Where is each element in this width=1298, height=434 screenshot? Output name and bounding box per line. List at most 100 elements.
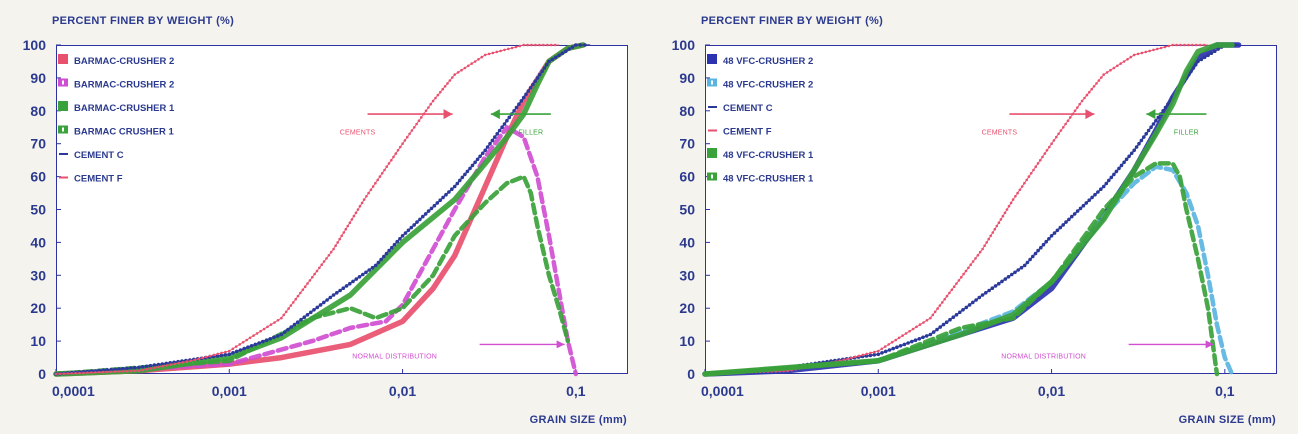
data-point bbox=[1152, 48, 1155, 52]
x-tick-label: 0,001 bbox=[861, 383, 896, 399]
data-point bbox=[521, 95, 526, 100]
data-point bbox=[995, 224, 999, 228]
data-point bbox=[1127, 154, 1131, 159]
data-point bbox=[873, 350, 876, 354]
data-point bbox=[1171, 43, 1174, 47]
data-point bbox=[367, 191, 370, 195]
data-point bbox=[336, 241, 340, 244]
data-point bbox=[943, 297, 946, 301]
data-point bbox=[208, 354, 212, 358]
data-point bbox=[1189, 69, 1193, 74]
data-point bbox=[463, 66, 467, 70]
data-point bbox=[526, 89, 531, 93]
data-point bbox=[495, 132, 500, 136]
data-point bbox=[850, 356, 853, 360]
data-point bbox=[910, 339, 914, 344]
data-point bbox=[872, 353, 877, 357]
data-point bbox=[1050, 142, 1053, 145]
data-point bbox=[1081, 203, 1086, 208]
data-point bbox=[1216, 47, 1220, 51]
data-point bbox=[490, 138, 495, 143]
data-point bbox=[348, 221, 352, 224]
data-point bbox=[985, 241, 988, 244]
annotation-label: FILLER bbox=[1174, 130, 1199, 137]
data-point bbox=[904, 332, 908, 335]
data-point bbox=[1116, 64, 1119, 68]
y-tick-label: 90 bbox=[679, 70, 695, 86]
data-point bbox=[322, 260, 326, 263]
data-point bbox=[933, 310, 937, 314]
y-tick-label: 50 bbox=[30, 202, 46, 218]
data-point bbox=[890, 340, 894, 344]
data-point bbox=[533, 79, 537, 83]
data-point bbox=[275, 334, 280, 338]
y-tick-label: 60 bbox=[30, 169, 46, 185]
data-point bbox=[917, 337, 922, 341]
data-point bbox=[1122, 60, 1126, 63]
data-point bbox=[497, 128, 502, 133]
data-point bbox=[78, 371, 81, 375]
data-point bbox=[309, 310, 313, 315]
data-point bbox=[215, 354, 220, 358]
data-point bbox=[1022, 263, 1027, 268]
data-point bbox=[500, 125, 504, 129]
data-point bbox=[574, 43, 578, 47]
data-point bbox=[153, 366, 156, 370]
data-point bbox=[503, 48, 506, 52]
data-point bbox=[1045, 149, 1049, 152]
data-point bbox=[1019, 265, 1024, 270]
data-point bbox=[173, 362, 177, 366]
data-point bbox=[1014, 195, 1017, 198]
data-point bbox=[1109, 175, 1114, 180]
data-point bbox=[90, 371, 93, 374]
data-point bbox=[332, 247, 335, 251]
data-point bbox=[444, 192, 448, 197]
data-point bbox=[1043, 152, 1047, 155]
data-point bbox=[409, 225, 414, 230]
y-tick-label: 100 bbox=[23, 37, 47, 53]
data-point bbox=[846, 357, 849, 361]
data-point bbox=[1161, 109, 1165, 113]
data-point bbox=[94, 371, 97, 374]
legend-label: BARMAC-CRUSHER 1 bbox=[74, 103, 175, 114]
data-point bbox=[1010, 272, 1014, 277]
data-point bbox=[1083, 96, 1086, 100]
data-point bbox=[387, 162, 391, 165]
legend-swatch bbox=[707, 54, 717, 64]
legend-label: 48 VFC-CRUSHER 1 bbox=[723, 150, 814, 161]
data-point bbox=[1132, 148, 1136, 153]
data-point bbox=[312, 308, 316, 312]
data-point bbox=[253, 342, 258, 347]
data-point bbox=[282, 313, 286, 317]
data-point bbox=[379, 257, 383, 262]
data-point bbox=[424, 109, 428, 113]
data-point bbox=[864, 354, 869, 358]
data-point bbox=[302, 315, 307, 320]
data-point bbox=[268, 337, 273, 341]
data-point bbox=[895, 345, 899, 350]
data-point bbox=[530, 43, 533, 47]
data-point bbox=[1202, 55, 1207, 60]
data-point bbox=[948, 317, 952, 322]
y-tick-label: 50 bbox=[679, 202, 695, 218]
data-point bbox=[427, 106, 430, 109]
y-tick-label: 30 bbox=[30, 267, 46, 283]
data-point bbox=[1097, 79, 1101, 82]
normal-distribution-arrow-head bbox=[556, 340, 565, 349]
data-point bbox=[109, 367, 113, 372]
data-point bbox=[299, 317, 303, 322]
x-tick-label: 0,01 bbox=[1038, 383, 1065, 399]
data-point bbox=[542, 43, 545, 47]
data-point bbox=[1163, 105, 1168, 110]
data-point bbox=[456, 71, 460, 74]
data-point bbox=[212, 353, 216, 357]
data-point bbox=[468, 166, 472, 171]
legend-swatch bbox=[711, 174, 713, 179]
data-point bbox=[1031, 254, 1035, 259]
data-point bbox=[350, 218, 354, 221]
data-point bbox=[289, 304, 293, 307]
data-point bbox=[1033, 251, 1038, 256]
data-point bbox=[510, 46, 514, 50]
data-point bbox=[447, 190, 451, 194]
series-line bbox=[702, 42, 1235, 377]
